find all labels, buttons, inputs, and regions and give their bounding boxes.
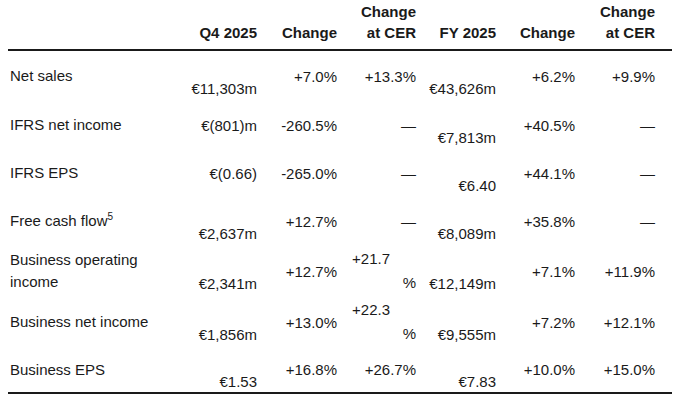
fy-amount: €7,813m xyxy=(416,101,496,149)
fy-amount: €8,089m xyxy=(416,197,496,245)
footnote-marker: 5 xyxy=(108,211,114,222)
fy-change-at-cer: +12.1% xyxy=(575,297,672,347)
q4-amount: €2,637m xyxy=(158,197,257,245)
table-row-ifrs-eps: IFRS EPS €(0.66) -265.0% — €6.40 +44.1% … xyxy=(8,149,672,197)
fy-amount: €9,555m xyxy=(416,297,496,347)
q4-change-at-cer: — xyxy=(337,149,416,197)
table-row-net-sales: Net sales €11,303m +7.0% +13.3% €43,626m… xyxy=(8,50,672,101)
q4-amount: €11,303m xyxy=(158,50,257,101)
col-header-change-at-cer-q4: Change at CER xyxy=(337,0,416,50)
table-row-business-net-income: Business net income €1,856m +13.0% +22.3… xyxy=(8,297,672,347)
fy-change: +44.1% xyxy=(496,149,575,197)
fy-amount: €6.40 xyxy=(416,149,496,197)
q4-change: -265.0% xyxy=(257,149,337,197)
financial-results-table: Q4 2025 Change Change at CER FY 2025 Cha… xyxy=(8,0,672,394)
fy-change: +10.0% xyxy=(496,347,575,393)
col-header-empty xyxy=(8,0,158,50)
col-header-change-at-cer-fy: Change at CER xyxy=(575,0,672,50)
table-header-row: Q4 2025 Change Change at CER FY 2025 Cha… xyxy=(8,0,672,50)
row-label: IFRS net income xyxy=(8,101,158,149)
fy-amount: €43,626m xyxy=(416,50,496,101)
fy-amount: €12,149m xyxy=(416,245,496,297)
col-header-change-q4: Change xyxy=(257,0,337,50)
row-label: Business operating income xyxy=(8,245,158,297)
fy-amount: €7.83 xyxy=(416,347,496,393)
col-header-fy-2025: FY 2025 xyxy=(416,0,496,50)
q4-amount: €1,856m xyxy=(158,297,257,347)
fy-change: +7.2% xyxy=(496,297,575,347)
fy-change-at-cer: +9.9% xyxy=(575,50,672,101)
fy-change: +6.2% xyxy=(496,50,575,101)
q4-amount: €(0.66) xyxy=(158,149,257,197)
q4-amount: €1.53 xyxy=(158,347,257,393)
col-header-change-fy: Change xyxy=(496,0,575,50)
row-label: IFRS EPS xyxy=(8,149,158,197)
table-row-business-operating-income: Business operating income €2,341m +12.7%… xyxy=(8,245,672,297)
row-label: Net sales xyxy=(8,50,158,101)
q4-change: +16.8% xyxy=(257,347,337,393)
table-row-business-eps: Business EPS €1.53 +16.8% +26.7% €7.83 +… xyxy=(8,347,672,393)
q4-change-at-cer: +13.3% xyxy=(337,50,416,101)
q4-change: +7.0% xyxy=(257,50,337,101)
fy-change-at-cer: — xyxy=(575,197,672,245)
fy-change-at-cer: — xyxy=(575,149,672,197)
q4-change-at-cer: — xyxy=(337,101,416,149)
row-label: Business EPS xyxy=(8,347,158,393)
col-header-change-at-cer-fy-line2: at CER xyxy=(575,22,655,43)
q4-change: +12.7% xyxy=(257,197,337,245)
fy-change: +40.5% xyxy=(496,101,575,149)
q4-change-at-cer: — xyxy=(337,197,416,245)
fy-change: +7.1% xyxy=(496,245,575,297)
q4-change-at-cer: +26.7% xyxy=(337,347,416,393)
row-label: Business net income xyxy=(8,297,158,347)
col-header-change-at-cer-q4-line2: at CER xyxy=(337,22,416,43)
fy-change: +35.8% xyxy=(496,197,575,245)
table-row-free-cash-flow: Free cash flow5 €2,637m +12.7% — €8,089m… xyxy=(8,197,672,245)
row-label: Free cash flow5 xyxy=(8,197,158,245)
q4-amount: €2,341m xyxy=(158,245,257,297)
fy-change-at-cer: — xyxy=(575,101,672,149)
fy-change-at-cer: +15.0% xyxy=(575,347,672,393)
q4-change-at-cer: +21.7 % xyxy=(337,245,416,297)
q4-change: -260.5% xyxy=(257,101,337,149)
col-header-q4-2025: Q4 2025 xyxy=(158,0,257,50)
q4-amount: €(801)m xyxy=(158,101,257,149)
col-header-change-at-cer-fy-line1: Change xyxy=(575,1,655,22)
table-row-ifrs-net-income: IFRS net income €(801)m -260.5% — €7,813… xyxy=(8,101,672,149)
col-header-change-at-cer-q4-line1: Change xyxy=(337,1,416,22)
q4-change: +12.7% xyxy=(257,245,337,297)
fy-change-at-cer: +11.9% xyxy=(575,245,672,297)
q4-change-at-cer: +22.3 % xyxy=(337,297,416,347)
q4-change: +13.0% xyxy=(257,297,337,347)
